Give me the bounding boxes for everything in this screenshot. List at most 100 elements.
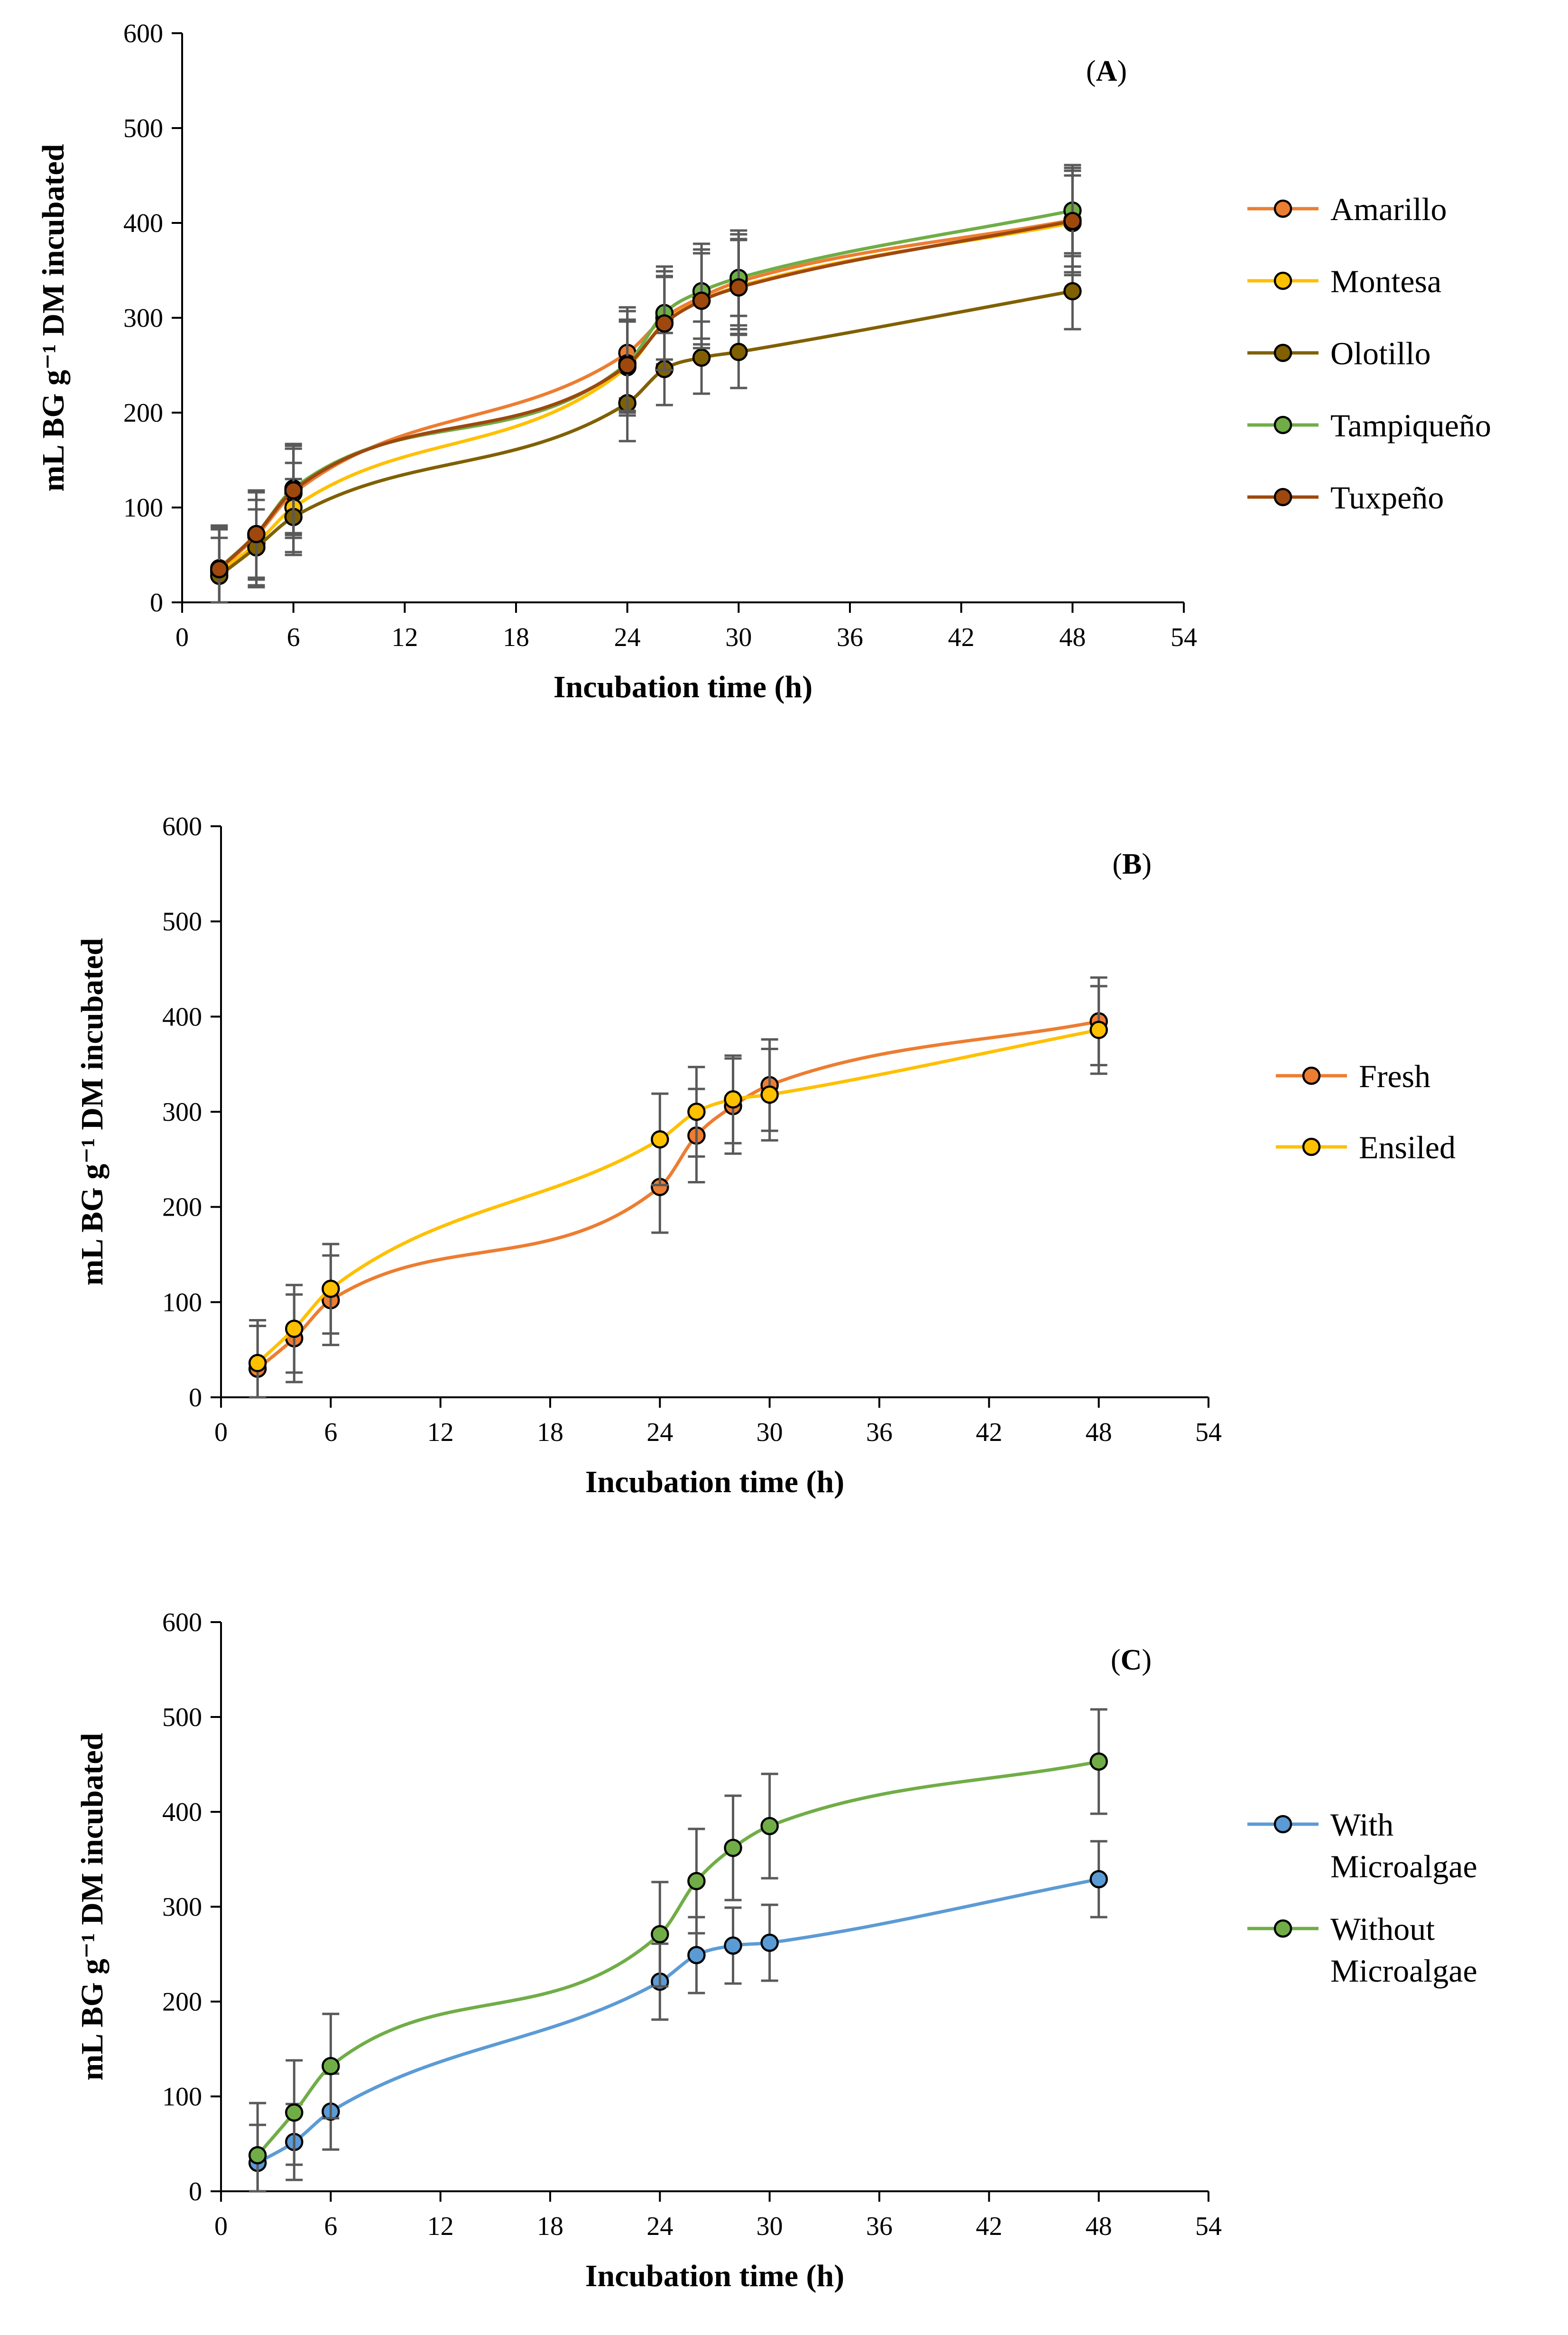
data-point: [248, 2146, 267, 2165]
legend-entry: Without Microalgae: [1247, 1911, 1477, 1989]
data-point: [651, 1925, 669, 1944]
panel-label: (A): [1086, 55, 1127, 87]
legend-marker: [1273, 199, 1292, 218]
y-tick-label: 100: [162, 2082, 202, 2112]
data-point: [248, 1354, 267, 1373]
legend-marker: [1273, 488, 1292, 507]
x-tick-label: 18: [537, 2212, 563, 2241]
data-point: [724, 1936, 742, 1955]
y-axis-label: mL BG g⁻¹ DM incubated: [75, 938, 110, 1285]
data-point: [760, 1817, 779, 1836]
x-tick-label: 36: [866, 1418, 893, 1447]
series-fresh: [248, 976, 1108, 1399]
y-tick-label: 100: [162, 1288, 202, 1317]
legend-label: Tampiqueño: [1330, 407, 1491, 443]
x-tick-label: 12: [427, 1418, 454, 1447]
y-tick-label: 200: [123, 398, 163, 428]
y-tick-label: 600: [162, 1608, 202, 1637]
legend-entry: Ensiled: [1276, 1129, 1456, 1165]
legend-label: Microalgae: [1330, 1848, 1477, 1884]
legend-label: Microalgae: [1330, 1953, 1477, 1989]
y-tick-label: 0: [189, 1383, 202, 1412]
data-point: [247, 525, 266, 544]
legend-marker: [1302, 1137, 1321, 1156]
y-tick-label: 300: [162, 1098, 202, 1127]
x-tick-label: 0: [214, 1418, 228, 1447]
legend-entry: Fresh: [1276, 1058, 1430, 1094]
data-point: [1089, 1021, 1108, 1039]
panel-label: (B): [1112, 848, 1152, 880]
data-point: [655, 314, 674, 333]
data-point: [687, 1872, 706, 1891]
x-tick-label: 30: [756, 1418, 783, 1447]
data-point: [724, 1838, 742, 1857]
legend-label: With: [1330, 1807, 1393, 1843]
y-tick-label: 300: [123, 304, 163, 333]
x-tick-label: 30: [725, 623, 752, 652]
legend-label: Fresh: [1359, 1058, 1430, 1094]
x-tick-label: 18: [537, 1418, 563, 1447]
x-tick-label: 12: [391, 623, 418, 652]
y-tick-label: 500: [123, 114, 163, 143]
y-tick-label: 500: [162, 907, 202, 937]
x-tick-label: 6: [324, 1418, 337, 1447]
data-point: [687, 1102, 706, 1121]
data-point: [284, 481, 303, 500]
data-point: [729, 278, 748, 297]
series-line: [256, 1019, 1099, 1370]
series-without-microalgae: [248, 1708, 1108, 2193]
data-point: [210, 560, 229, 579]
legend-entry: Amarillo: [1247, 191, 1447, 227]
panel-label: (C): [1111, 1644, 1152, 1676]
series-line: [218, 289, 1073, 577]
x-axis-label: Incubation time (h): [553, 670, 812, 704]
x-tick-label: 24: [646, 2212, 673, 2241]
x-tick-label: 54: [1171, 623, 1197, 652]
series-with-microalgae: [248, 1840, 1108, 2193]
data-point: [760, 1085, 779, 1104]
legend-label: Ensiled: [1359, 1129, 1456, 1165]
x-tick-label: 48: [1059, 623, 1086, 652]
y-tick-label: 300: [162, 1892, 202, 1922]
y-tick-label: 400: [123, 209, 163, 238]
legend-entry: Olotillo: [1247, 335, 1431, 371]
x-tick-label: 30: [756, 2212, 783, 2241]
data-point: [322, 1279, 340, 1298]
x-tick-label: 6: [324, 2212, 337, 2241]
chart-panel-c: 0 100 200 300 400 500 600 0 6 12 18 24 30 36 42 48 54 Inc…: [75, 1608, 1477, 2293]
y-tick-label: 400: [162, 1002, 202, 1032]
legend-marker: [1273, 1919, 1292, 1938]
x-tick-label: 0: [175, 623, 189, 652]
data-point: [692, 348, 711, 367]
x-tick-label: 18: [503, 623, 529, 652]
x-axis-label: Incubation time (h): [585, 1465, 844, 1499]
data-point: [1089, 1752, 1108, 1771]
data-point: [285, 1320, 304, 1338]
x-tick-label: 54: [1195, 2212, 1222, 2241]
data-point: [724, 1090, 742, 1109]
series-tuxpe-o: [210, 174, 1082, 604]
legend-label: Montesa: [1330, 263, 1441, 299]
legend-entry: Montesa: [1247, 263, 1441, 299]
x-tick-label: 42: [976, 2212, 1002, 2241]
legend-entry: Tuxpeño: [1247, 480, 1444, 516]
y-tick-label: 0: [189, 2177, 202, 2206]
legend-label: Without: [1330, 1911, 1435, 1947]
legend-marker: [1273, 415, 1292, 434]
data-point: [618, 356, 636, 375]
x-tick-label: 24: [646, 1418, 673, 1447]
y-tick-label: 100: [123, 493, 163, 523]
chart-panel-b: 0 100 200 300 400 500 600 0 6 12 18 24 30 36 42 48 54 Inc…: [75, 812, 1456, 1499]
y-axis-label: mL BG g⁻¹ DM incubated: [36, 144, 71, 491]
legend-marker: [1273, 343, 1292, 362]
y-tick-label: 200: [162, 1193, 202, 1222]
y-tick-label: 500: [162, 1703, 202, 1732]
y-axis-label: mL BG g⁻¹ DM incubated: [75, 1733, 110, 2080]
y-tick-label: 600: [123, 19, 163, 48]
data-point: [692, 291, 711, 310]
series-line: [218, 218, 1073, 572]
data-point: [1063, 212, 1082, 231]
y-tick-label: 200: [162, 1987, 202, 2017]
